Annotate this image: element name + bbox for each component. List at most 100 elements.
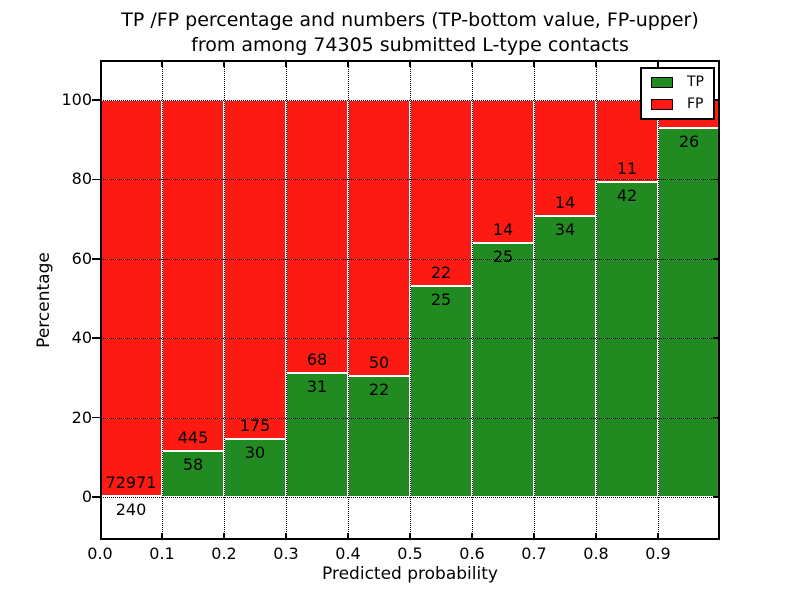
bar-label-fp: 72971 [105, 472, 157, 492]
gridline-y [100, 258, 720, 260]
bar-segment-fp [534, 100, 596, 216]
legend-label-fp: FP [687, 96, 704, 112]
legend-label-tp: TP [687, 74, 704, 90]
x-tick-label: 0.4 [335, 544, 361, 563]
gridline-x [658, 60, 659, 540]
y-tick-label: 40 [71, 328, 92, 348]
gridline-x [472, 60, 473, 540]
x-tick-label: 0.2 [211, 544, 237, 563]
y-tick-mark-left [92, 416, 100, 419]
bar-label-tp: 25 [430, 289, 452, 309]
chart-title-line2: from among 74305 submitted L-type contac… [191, 34, 629, 56]
bar-label-tp: 31 [306, 376, 328, 396]
y-tick-label: 0 [81, 487, 92, 506]
x-tick-mark-top [347, 60, 349, 67]
chart-title-line1: TP /FP percentage and numbers (TP-bottom… [121, 9, 699, 31]
bar-label-fp: 11 [616, 159, 638, 179]
bar-label-fp: 175 [239, 415, 271, 435]
legend: TP FP [640, 67, 715, 120]
y-tick-mark-right [713, 337, 720, 339]
gridline-y [100, 417, 720, 419]
x-tick-label: 0.1 [149, 544, 175, 563]
y-tick-mark-left [92, 178, 100, 181]
gridline-y [100, 179, 720, 181]
bar-label-fp: 445 [177, 428, 209, 448]
x-tick-mark-top [285, 60, 287, 67]
legend-swatch-fp [651, 99, 673, 110]
x-tick-label: 0.6 [459, 544, 485, 563]
gridline-x [286, 60, 287, 540]
y-tick-mark-left [92, 337, 100, 339]
gridline-x [534, 60, 535, 540]
x-tick-mark-bottom [471, 533, 473, 540]
x-tick-mark-top [223, 60, 225, 67]
gridline-y [100, 338, 720, 340]
bar-label-tp: 58 [182, 455, 204, 475]
y-tick-mark-left [92, 258, 100, 260]
gridline-x [410, 60, 411, 540]
x-tick-mark-top [471, 60, 473, 67]
bar-segment-fp [410, 100, 472, 286]
x-tick-label: 0.7 [521, 544, 547, 563]
y-tick-mark-right [713, 258, 720, 260]
bar-label-tp: 26 [678, 132, 700, 152]
bar-segment-tp [162, 451, 224, 497]
gridline-x [348, 60, 349, 540]
x-tick-mark-top [409, 60, 411, 67]
y-tick-mark-right [713, 496, 720, 498]
axes-frame [100, 60, 720, 540]
y-tick-label: 100 [61, 90, 92, 109]
y-tick-label: 60 [71, 248, 92, 268]
x-axis-label: Predicted probability [322, 564, 498, 584]
x-tick-mark-bottom [161, 533, 163, 540]
bar-label-fp: 14 [492, 219, 514, 239]
bar-label-tp: 22 [368, 379, 390, 399]
x-tick-label: 0.8 [583, 544, 609, 563]
x-tick-mark-bottom [409, 533, 411, 540]
x-tick-mark-bottom [347, 533, 349, 540]
y-tick-mark-right [713, 416, 720, 419]
gridline-x [596, 60, 597, 540]
x-tick-mark-bottom [595, 533, 597, 540]
y-tick-mark-left [92, 99, 100, 101]
x-tick-label: 0.0 [87, 544, 113, 563]
x-tick-mark-bottom [285, 533, 287, 540]
bar-label-tp: 30 [244, 442, 266, 462]
y-tick-label: 80 [71, 169, 92, 189]
chart-title: TP /FP percentage and numbers (TP-bottom… [100, 8, 720, 58]
bar-segment-tp [596, 182, 658, 497]
bar-label-tp: 25 [492, 246, 514, 266]
bar-label-tp: 240 [115, 499, 147, 519]
legend-row-fp: FP [651, 97, 704, 112]
bar-label-fp: 14 [554, 192, 576, 212]
x-tick-mark-top [657, 60, 659, 67]
x-tick-mark-top [533, 60, 535, 67]
y-tick-label: 20 [71, 407, 92, 427]
x-tick-mark-bottom [533, 533, 535, 540]
bar-segment-tp [224, 438, 286, 497]
bar-label-fp: 22 [430, 262, 452, 282]
gridline-x [162, 60, 163, 540]
y-tick-mark-right [713, 178, 720, 181]
bar-label-tp: 42 [616, 186, 638, 206]
bar-label-fp: 68 [306, 349, 328, 369]
plot-area: TP FP 72971 240 445 58 175 30 68 31 50 22 22 25 14 25 1… [100, 60, 720, 540]
gridline-x [224, 60, 225, 540]
bar-label-fp: 50 [368, 352, 390, 372]
x-tick-label: 0.5 [397, 544, 423, 563]
bar-segment-tp [410, 285, 472, 497]
x-tick-label: 0.3 [273, 544, 299, 563]
y-tick-mark-right [713, 99, 720, 101]
gridline-y [100, 497, 720, 498]
bar-segment-fp [348, 100, 410, 376]
bar-segment-tp [286, 372, 348, 497]
bar-label-tp: 34 [554, 219, 576, 239]
x-tick-mark-bottom [657, 533, 659, 540]
x-tick-mark-bottom [223, 533, 225, 540]
y-tick-mark-left [92, 496, 100, 498]
x-tick-label: 0.9 [645, 544, 671, 563]
x-tick-mark-top [161, 60, 163, 67]
gridline-y [100, 100, 720, 101]
legend-swatch-tp [651, 77, 673, 88]
